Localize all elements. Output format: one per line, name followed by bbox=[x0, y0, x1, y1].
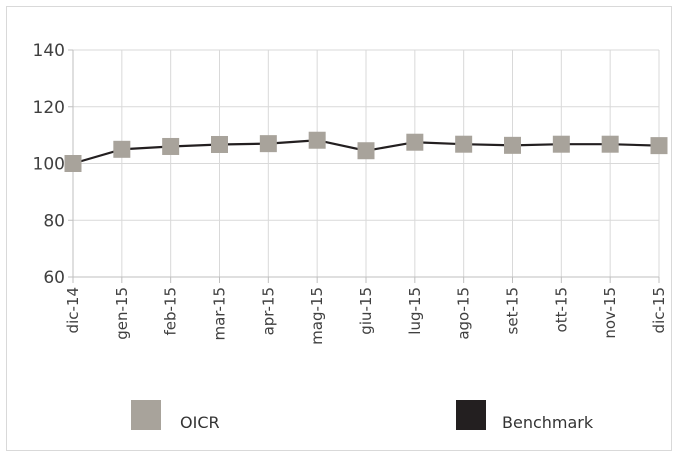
x-tick-label: feb-15 bbox=[162, 287, 180, 336]
legend-label-benchmark: Benchmark bbox=[502, 413, 594, 432]
y-tick-label: 100 bbox=[33, 155, 65, 175]
x-tick-label: mar-15 bbox=[211, 287, 229, 341]
data-point-oicr bbox=[162, 137, 180, 155]
y-tick-label: 140 bbox=[33, 41, 65, 61]
data-point-oicr bbox=[601, 135, 619, 153]
y-tick-label: 120 bbox=[33, 98, 65, 118]
x-tick-label: dic-15 bbox=[650, 287, 668, 333]
legend-swatch-benchmark bbox=[456, 400, 486, 430]
x-tick-label: nov-15 bbox=[601, 287, 619, 339]
x-tick-label: apr-15 bbox=[259, 287, 277, 335]
data-point-oicr bbox=[211, 135, 228, 153]
y-tick-label: 60 bbox=[43, 268, 65, 288]
legend-swatch-oicr bbox=[131, 400, 161, 430]
x-tick-label: ago-15 bbox=[455, 287, 473, 340]
x-axis-ticks: dic-14 gen-15 feb-15 mar-15 apr-15 mag-15 giu-… bbox=[64, 277, 668, 345]
legend-label-oicr: OICR bbox=[180, 413, 220, 432]
x-tick-label: giu-15 bbox=[357, 287, 375, 335]
y-axis-ticks: 60 80 100 120 140 bbox=[33, 41, 65, 288]
x-tick-label: set-15 bbox=[504, 287, 522, 334]
data-point-oicr bbox=[64, 155, 82, 172]
data-point-oicr bbox=[308, 131, 326, 149]
data-point-oicr bbox=[455, 135, 473, 153]
data-point-oicr bbox=[650, 137, 668, 155]
legend: OICR Benchmark bbox=[131, 400, 594, 432]
x-tick-label: lug-15 bbox=[406, 287, 424, 335]
x-tick-label: ott-15 bbox=[552, 287, 570, 332]
series-markers bbox=[64, 131, 668, 172]
data-point-oicr bbox=[552, 135, 570, 153]
y-tick-label: 80 bbox=[43, 211, 65, 231]
x-tick-label: gen-15 bbox=[113, 287, 131, 340]
data-point-oicr bbox=[113, 140, 131, 158]
data-point-oicr bbox=[406, 133, 424, 151]
data-point-oicr bbox=[357, 142, 375, 160]
gridlines bbox=[72, 49, 660, 278]
x-tick-label: mag-15 bbox=[308, 287, 326, 345]
data-point-oicr bbox=[504, 136, 521, 154]
x-tick-label: dic-14 bbox=[64, 287, 82, 333]
data-point-oicr bbox=[259, 135, 277, 153]
